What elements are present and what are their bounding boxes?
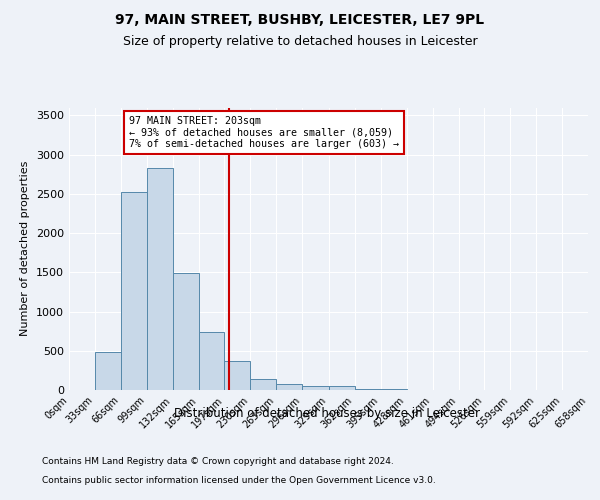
Bar	[121, 192, 147, 390]
Bar	[147, 168, 173, 390]
Text: Size of property relative to detached houses in Leicester: Size of property relative to detached ho…	[122, 35, 478, 48]
Bar	[302, 386, 329, 390]
Text: Distribution of detached houses by size in Leicester: Distribution of detached houses by size …	[174, 408, 480, 420]
Bar	[95, 352, 121, 390]
Text: 97 MAIN STREET: 203sqm
← 93% of detached houses are smaller (8,059)
7% of semi-d: 97 MAIN STREET: 203sqm ← 93% of detached…	[128, 116, 398, 149]
Bar	[250, 378, 277, 390]
Bar	[277, 384, 302, 390]
Text: 97, MAIN STREET, BUSHBY, LEICESTER, LE7 9PL: 97, MAIN STREET, BUSHBY, LEICESTER, LE7 …	[115, 12, 485, 26]
Bar	[380, 389, 407, 390]
Text: Contains public sector information licensed under the Open Government Licence v3: Contains public sector information licen…	[42, 476, 436, 485]
Bar	[224, 361, 250, 390]
Bar	[329, 386, 355, 390]
Y-axis label: Number of detached properties: Number of detached properties	[20, 161, 31, 336]
Bar	[355, 389, 380, 390]
Bar	[173, 273, 199, 390]
Text: Contains HM Land Registry data © Crown copyright and database right 2024.: Contains HM Land Registry data © Crown c…	[42, 458, 394, 466]
Bar	[199, 332, 224, 390]
